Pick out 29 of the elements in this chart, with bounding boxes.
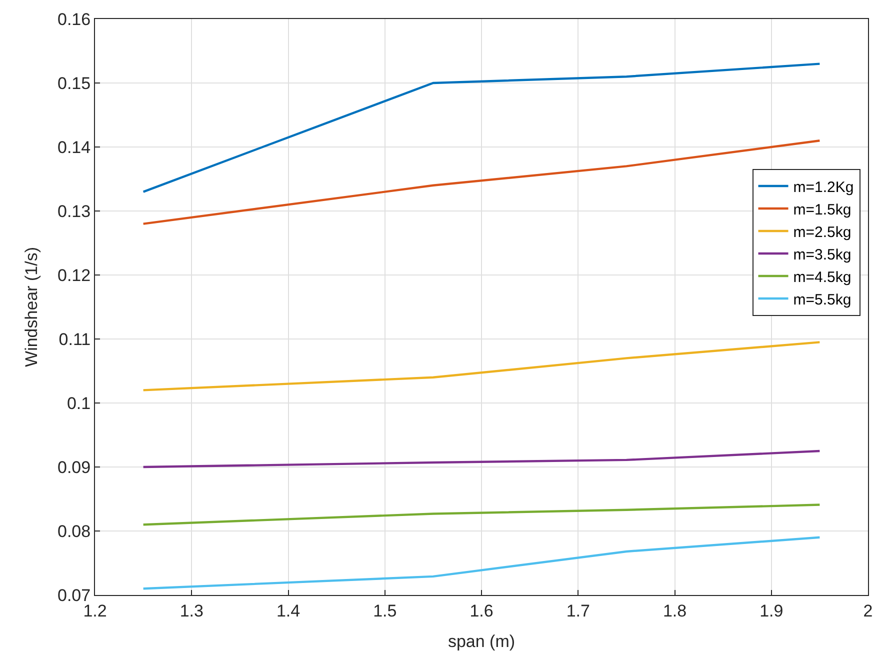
legend-label: m=1.5kg xyxy=(793,201,852,218)
x-tick-label: 1.4 xyxy=(276,601,300,620)
legend-label: m=5.5kg xyxy=(793,291,852,308)
y-tick-label: 0.11 xyxy=(58,330,91,349)
x-tick-label: 1.9 xyxy=(760,601,784,620)
legend-label: m=2.5kg xyxy=(793,224,852,241)
x-tick-label: 1.7 xyxy=(566,601,590,620)
y-tick-label: 0.1 xyxy=(66,394,91,413)
legend-label: m=3.5kg xyxy=(793,246,852,264)
line-series xyxy=(142,536,821,590)
x-tick-label: 1.5 xyxy=(373,601,397,620)
x-tick-label: 1.6 xyxy=(470,601,494,620)
line-series xyxy=(142,450,821,468)
y-tick-label: 0.14 xyxy=(58,138,91,157)
line-series xyxy=(142,504,821,526)
legend-label: m=1.2Kg xyxy=(793,178,854,196)
x-tick-label: 2 xyxy=(863,601,873,620)
y-tick-label: 0.12 xyxy=(58,266,91,285)
y-axis-title: Windshear (1/s) xyxy=(22,247,42,367)
y-tick-label: 0.16 xyxy=(58,10,91,29)
x-tick-label: 1.3 xyxy=(180,601,204,620)
y-tick-label: 0.13 xyxy=(58,202,91,221)
y-tick-label: 0.09 xyxy=(58,458,91,477)
line-series xyxy=(142,341,821,392)
y-tick-label: 0.08 xyxy=(58,522,91,541)
x-axis-title: span (m) xyxy=(448,632,516,651)
legend-label: m=4.5kg xyxy=(793,268,852,286)
x-tick-label: 1.8 xyxy=(662,601,687,620)
y-tick-label: 0.15 xyxy=(58,74,91,93)
